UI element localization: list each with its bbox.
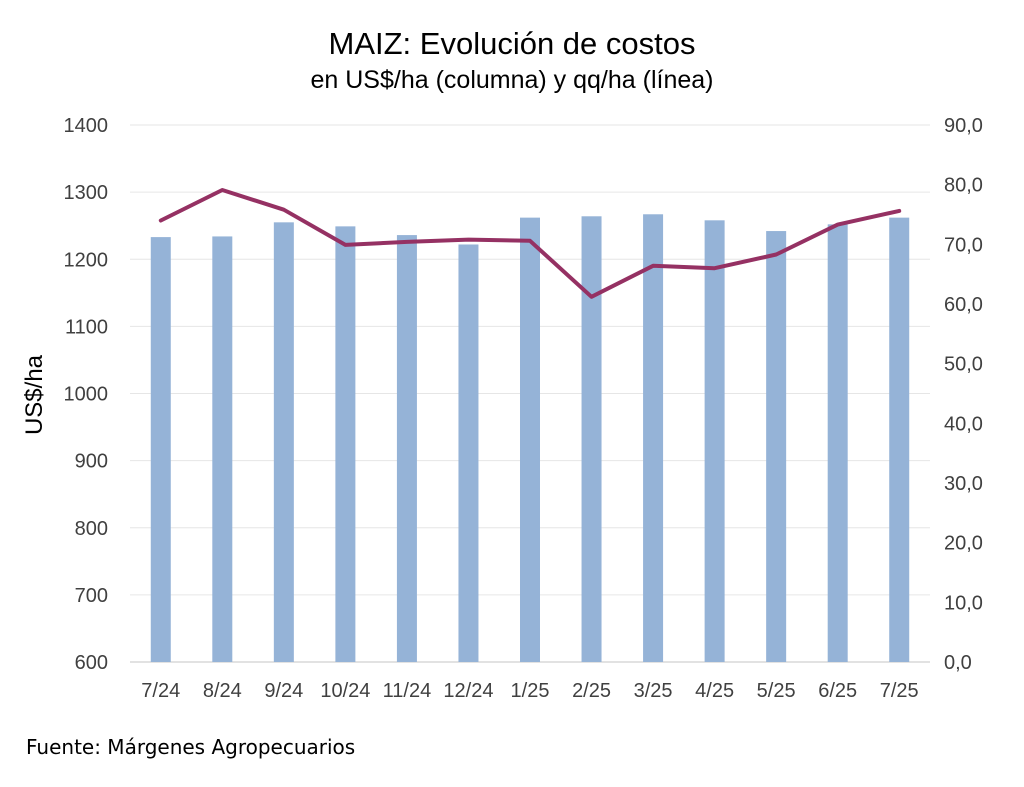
y2-tick-label: 90,0: [944, 115, 983, 137]
bar: [273, 222, 294, 663]
bar: [212, 236, 233, 663]
y-tick-label: 900: [75, 451, 108, 473]
x-tick-label: 8/24: [203, 680, 242, 702]
y-tick-label: 600: [75, 652, 108, 674]
y2-tick-label: 20,0: [944, 533, 983, 555]
y-tick-label: 1400: [64, 115, 109, 137]
source-note: Fuente: Márgenes Agropecuarios: [26, 735, 356, 759]
line-series: [158, 188, 902, 299]
x-axis-ticks: 7/24 8/24 9/24 10/24 11/24 12/24 1/25 2/25 3/25 4…: [141, 680, 918, 702]
x-tick-label: 9/24: [264, 680, 303, 702]
bar: [581, 216, 602, 663]
y2-tick-label: 80,0: [944, 175, 983, 197]
y2-tick-label: 70,0: [944, 234, 983, 256]
x-tick-label: 11/24: [383, 680, 432, 702]
bar: [889, 217, 910, 662]
x-tick-label: 6/25: [818, 680, 857, 702]
bar: [827, 224, 848, 662]
bar: [704, 220, 725, 662]
bar: [458, 244, 479, 663]
y2-tick-label: 60,0: [944, 294, 983, 316]
bar: [766, 231, 787, 662]
bar: [396, 235, 417, 662]
y-tick-label: 1300: [64, 182, 109, 204]
x-tick-label: 7/24: [141, 680, 180, 702]
x-tick-label: 12/24: [443, 680, 493, 702]
y2-tick-label: 10,0: [944, 592, 983, 614]
bar: [643, 214, 664, 662]
x-tick-label: 2/25: [572, 680, 611, 702]
y-tick-label: 1200: [64, 249, 109, 271]
x-tick-label: 4/25: [695, 680, 734, 702]
chart-subtitle: en US$/ha (columna) y qq/ha (línea): [310, 66, 714, 94]
bar: [150, 237, 171, 662]
bar-series: [150, 214, 910, 663]
x-tick-label: 10/24: [320, 680, 370, 702]
x-tick-label: 3/25: [634, 680, 673, 702]
x-tick-label: 1/25: [511, 680, 550, 702]
series-line: [158, 188, 902, 299]
x-tick-label: 5/25: [757, 680, 796, 702]
y-tick-label: 1100: [65, 316, 108, 338]
left-axis-ticks: 600 700 800 900 1000 1100 1200 1300 1400: [64, 115, 109, 674]
x-tick-label: 7/25: [880, 680, 919, 702]
right-axis-ticks: 0,0 10,0 20,0 30,0 40,0 50,0 60,0 70,0 80,0 90,0: [944, 115, 983, 674]
bar: [520, 217, 540, 662]
gridlines: [130, 124, 930, 663]
bar: [335, 226, 356, 662]
y-tick-label: 1000: [64, 384, 109, 406]
y2-tick-label: 30,0: [944, 473, 983, 495]
y2-tick-label: 50,0: [944, 354, 983, 376]
y-tick-label: 700: [75, 585, 108, 607]
y2-tick-label: 40,0: [944, 413, 983, 435]
y-tick-label: 800: [75, 518, 108, 540]
chart-title: MAIZ: Evolución de costos: [328, 26, 696, 61]
y2-tick-label: 0,0: [944, 652, 972, 674]
y-axis-title: US$/ha: [21, 354, 48, 435]
